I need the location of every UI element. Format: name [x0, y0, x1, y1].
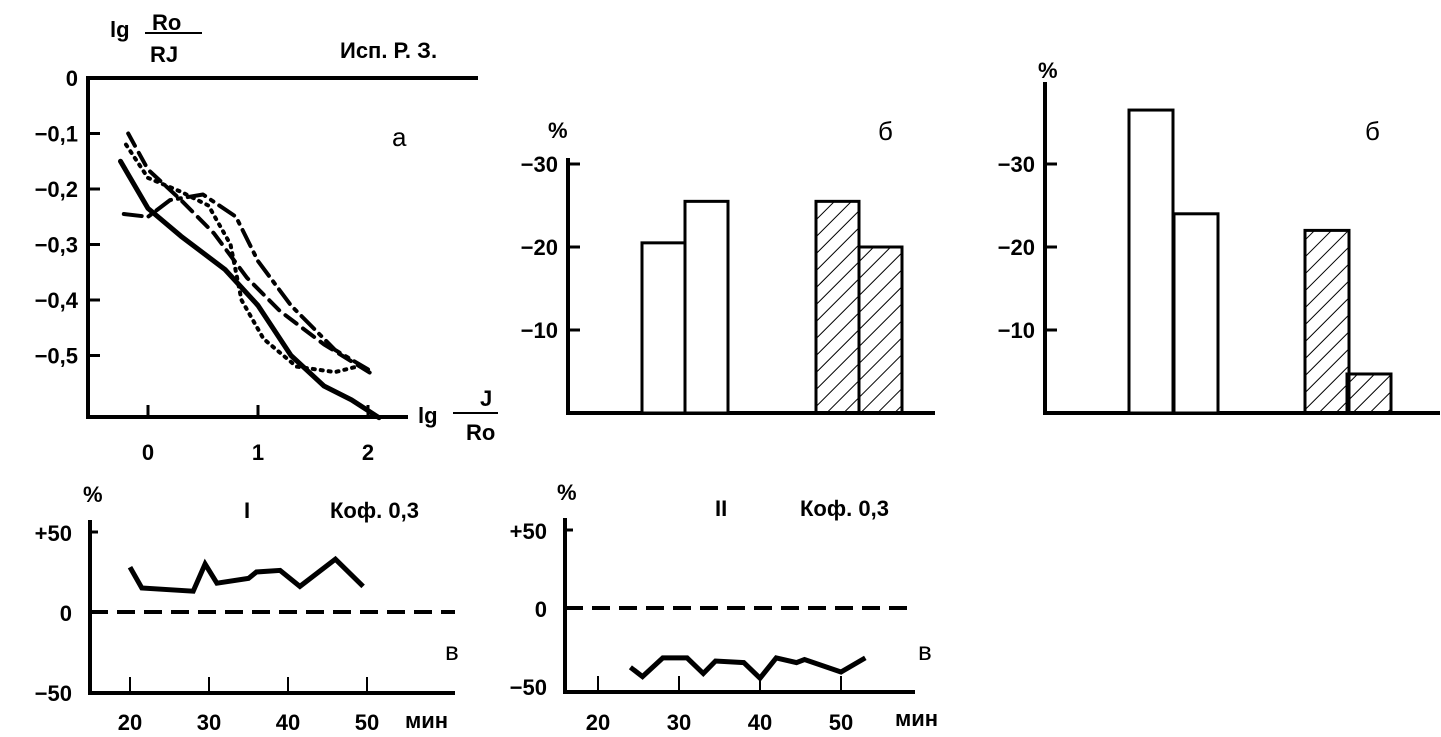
x-axis-label-prefix: lg [418, 403, 438, 428]
y-axis-unit: % [83, 482, 103, 507]
panel-v2: % II Коф. 0,3 в мин [557, 480, 938, 731]
y-tick-label: +50 [510, 519, 547, 544]
bar-open [683, 199, 730, 415]
panel-v1: % I Коф. 0,3 в мин [83, 482, 459, 733]
y-tick-label: −10 [998, 318, 1035, 343]
y-tick-label: −30 [521, 152, 558, 177]
y-tick-label: −30 [998, 152, 1035, 177]
y-axis-unit: % [557, 480, 577, 505]
y-axis-unit: % [1038, 58, 1058, 83]
bar-hatched [1303, 228, 1351, 415]
panel-letter: а [392, 122, 407, 152]
series-line-dashed [126, 131, 376, 377]
x-axis-label-denominator: Ro [466, 420, 495, 445]
y-tick-label: −0,5 [35, 344, 78, 369]
x-axis-label-numerator: J [480, 386, 492, 411]
y-tick-label: −0,1 [35, 122, 78, 147]
y-tick-label: 0 [66, 66, 78, 91]
y-axis-label-prefix: lg [110, 17, 130, 42]
bar-open [1172, 212, 1220, 415]
x-tick-label: 30 [197, 710, 221, 735]
panel-b1: % б [548, 116, 893, 146]
series-line-dotted [124, 142, 359, 375]
chart-title: Коф. 0,3 [330, 498, 419, 523]
bar-hatched [1345, 372, 1393, 415]
panel-letter: б [878, 116, 893, 146]
bar-open [1127, 108, 1175, 415]
x-tick-label: 40 [748, 710, 772, 735]
data-line [127, 555, 365, 594]
bar-hatched [857, 245, 904, 415]
x-axis-unit: мин [405, 708, 448, 733]
x-tick-label: 30 [667, 710, 691, 735]
panel-letter: б [1365, 116, 1380, 146]
chart-title: Коф. 0,3 [800, 496, 889, 521]
x-tick-label: 50 [355, 710, 379, 735]
panel-b2: % б [1038, 58, 1380, 146]
roman-numeral: II [715, 496, 727, 521]
x-tick-label: 40 [276, 710, 300, 735]
y-tick-label: −50 [35, 681, 72, 706]
x-tick-label: 50 [829, 710, 853, 735]
y-tick-label: −0,2 [35, 177, 78, 202]
bar-hatched [814, 199, 861, 415]
bar-open [640, 241, 687, 415]
x-tick-label: 1 [252, 440, 264, 465]
y-tick-label: −20 [998, 235, 1035, 260]
x-tick-label: 20 [118, 710, 142, 735]
chart-title: Исп. Р. З. [340, 38, 437, 63]
panel-a: lg Ro RJ Исп. Р. З. а lg J Ro [110, 10, 498, 445]
y-tick-label: −10 [521, 318, 558, 343]
series-line-dash-dot [121, 192, 370, 372]
panel-letter: в [918, 636, 932, 666]
roman-numeral: I [244, 498, 250, 523]
y-tick-label: −50 [510, 675, 547, 700]
x-tick-label: 20 [586, 710, 610, 735]
x-tick-label: 2 [362, 440, 374, 465]
y-tick-label: −20 [521, 235, 558, 260]
y-axis-unit: % [548, 118, 568, 143]
series-line-solid [118, 158, 382, 421]
y-tick-label: 0 [60, 601, 72, 626]
y-axis-label-numerator: Ro [152, 10, 181, 35]
y-tick-label: −0,4 [35, 288, 79, 313]
x-tick-label: 0 [142, 440, 154, 465]
panel-letter: в [445, 636, 459, 666]
y-axis-label-denominator: RJ [150, 42, 178, 67]
y-tick-label: −0,3 [35, 233, 78, 258]
y-tick-label: +50 [35, 521, 72, 546]
data-line [628, 655, 867, 682]
y-tick-label: 0 [535, 597, 547, 622]
x-axis-unit: мин [895, 706, 938, 731]
